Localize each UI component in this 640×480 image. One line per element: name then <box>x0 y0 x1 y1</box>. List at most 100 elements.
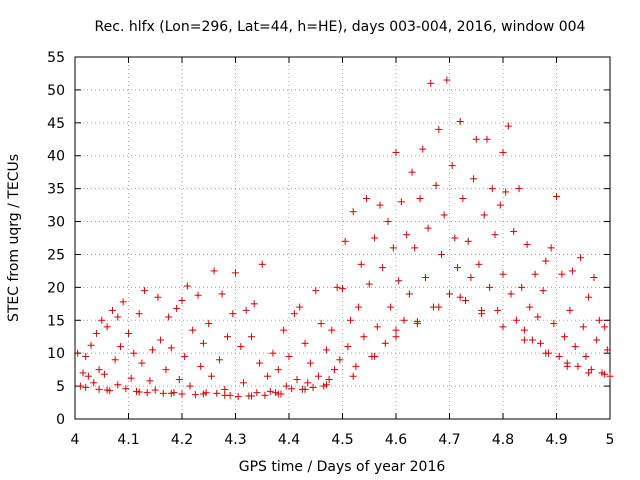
data-point <box>215 356 223 364</box>
data-point <box>566 306 574 314</box>
data-point <box>456 118 464 126</box>
data-point <box>191 391 199 399</box>
data-point <box>478 310 486 318</box>
data-point <box>515 185 523 193</box>
y-tick-label: 40 <box>47 149 65 165</box>
data-point <box>306 359 314 367</box>
data-point <box>304 379 312 387</box>
data-point <box>440 211 448 219</box>
data-point <box>595 316 603 324</box>
data-point <box>288 385 296 393</box>
data-point <box>421 273 429 281</box>
data-point <box>504 122 512 130</box>
data-point <box>167 389 175 397</box>
data-point <box>363 195 371 203</box>
x-tick-label: 4.6 <box>385 432 407 448</box>
data-point <box>269 349 277 357</box>
x-axis-label: GPS time / Days of year 2016 <box>239 459 446 475</box>
data-point <box>413 318 421 326</box>
data-point <box>146 377 154 385</box>
y-tick-label: 15 <box>47 313 65 329</box>
data-point <box>111 356 119 364</box>
x-tick-label: 4.5 <box>331 432 353 448</box>
data-point <box>210 267 218 275</box>
data-point <box>261 391 269 399</box>
data-point <box>470 175 478 183</box>
data-point <box>189 326 197 334</box>
data-point <box>443 76 451 84</box>
data-point <box>397 198 405 206</box>
data-point <box>528 336 536 344</box>
data-point <box>389 244 397 252</box>
x-tick-label: 4.7 <box>438 432 460 448</box>
data-point <box>256 359 264 367</box>
data-point <box>82 352 90 360</box>
data-point <box>585 369 593 377</box>
y-tick-label: 20 <box>47 280 65 296</box>
data-point <box>328 326 336 334</box>
data-point <box>213 389 221 397</box>
data-point <box>221 385 229 393</box>
data-point <box>403 231 411 239</box>
data-point <box>371 352 379 360</box>
data-point <box>502 188 510 196</box>
data-point <box>603 346 611 354</box>
data-point <box>333 283 341 291</box>
data-point <box>119 298 127 306</box>
data-point <box>577 254 585 262</box>
data-point <box>186 382 194 390</box>
data-point <box>569 267 577 275</box>
data-point <box>384 218 392 226</box>
data-point <box>590 273 598 281</box>
data-point <box>92 329 100 337</box>
data-point <box>149 346 157 354</box>
data-point <box>379 264 387 272</box>
data-point <box>427 79 435 87</box>
data-point <box>122 385 130 393</box>
data-point <box>336 356 344 364</box>
data-point <box>416 195 424 203</box>
data-point <box>95 385 103 393</box>
data-point <box>95 366 103 374</box>
data-point <box>282 382 290 390</box>
y-tick-label: 45 <box>47 116 65 132</box>
chart-title: Rec. hlfx (Lon=296, Lat=44, h=HE), days … <box>95 19 586 35</box>
x-tick-label: 4.2 <box>171 432 193 448</box>
data-point <box>405 290 413 298</box>
data-point <box>539 287 547 295</box>
data-point <box>518 283 526 291</box>
data-point <box>312 287 320 295</box>
data-point <box>322 346 330 354</box>
data-point <box>462 297 470 305</box>
y-tick-label: 35 <box>47 182 65 198</box>
data-point <box>151 386 159 394</box>
data-point <box>558 270 566 278</box>
data-point <box>347 316 355 324</box>
data-point <box>555 352 563 360</box>
data-point <box>472 135 480 143</box>
data-point <box>181 352 189 360</box>
data-point <box>296 303 304 311</box>
data-point <box>360 333 368 341</box>
data-point <box>116 343 124 351</box>
data-point <box>162 366 170 374</box>
data-point <box>550 320 558 328</box>
data-point <box>357 260 365 268</box>
axis-ticks <box>74 56 611 420</box>
data-point <box>542 349 550 357</box>
data-point <box>301 385 309 393</box>
data-point <box>448 162 456 170</box>
data-point <box>242 306 250 314</box>
data-point <box>467 273 475 281</box>
data-point <box>74 349 82 357</box>
x-tick-label: 4 <box>71 432 80 448</box>
y-tick-labels: 0 5 10 15 20 25 30 35 40 45 50 55 <box>47 50 65 428</box>
data-point <box>183 282 191 290</box>
data-point <box>507 290 515 298</box>
data-point <box>454 264 462 272</box>
data-point <box>563 362 571 370</box>
data-point <box>435 303 443 311</box>
y-tick-label: 25 <box>47 247 65 263</box>
data-point <box>512 316 520 324</box>
data-point <box>606 372 614 380</box>
